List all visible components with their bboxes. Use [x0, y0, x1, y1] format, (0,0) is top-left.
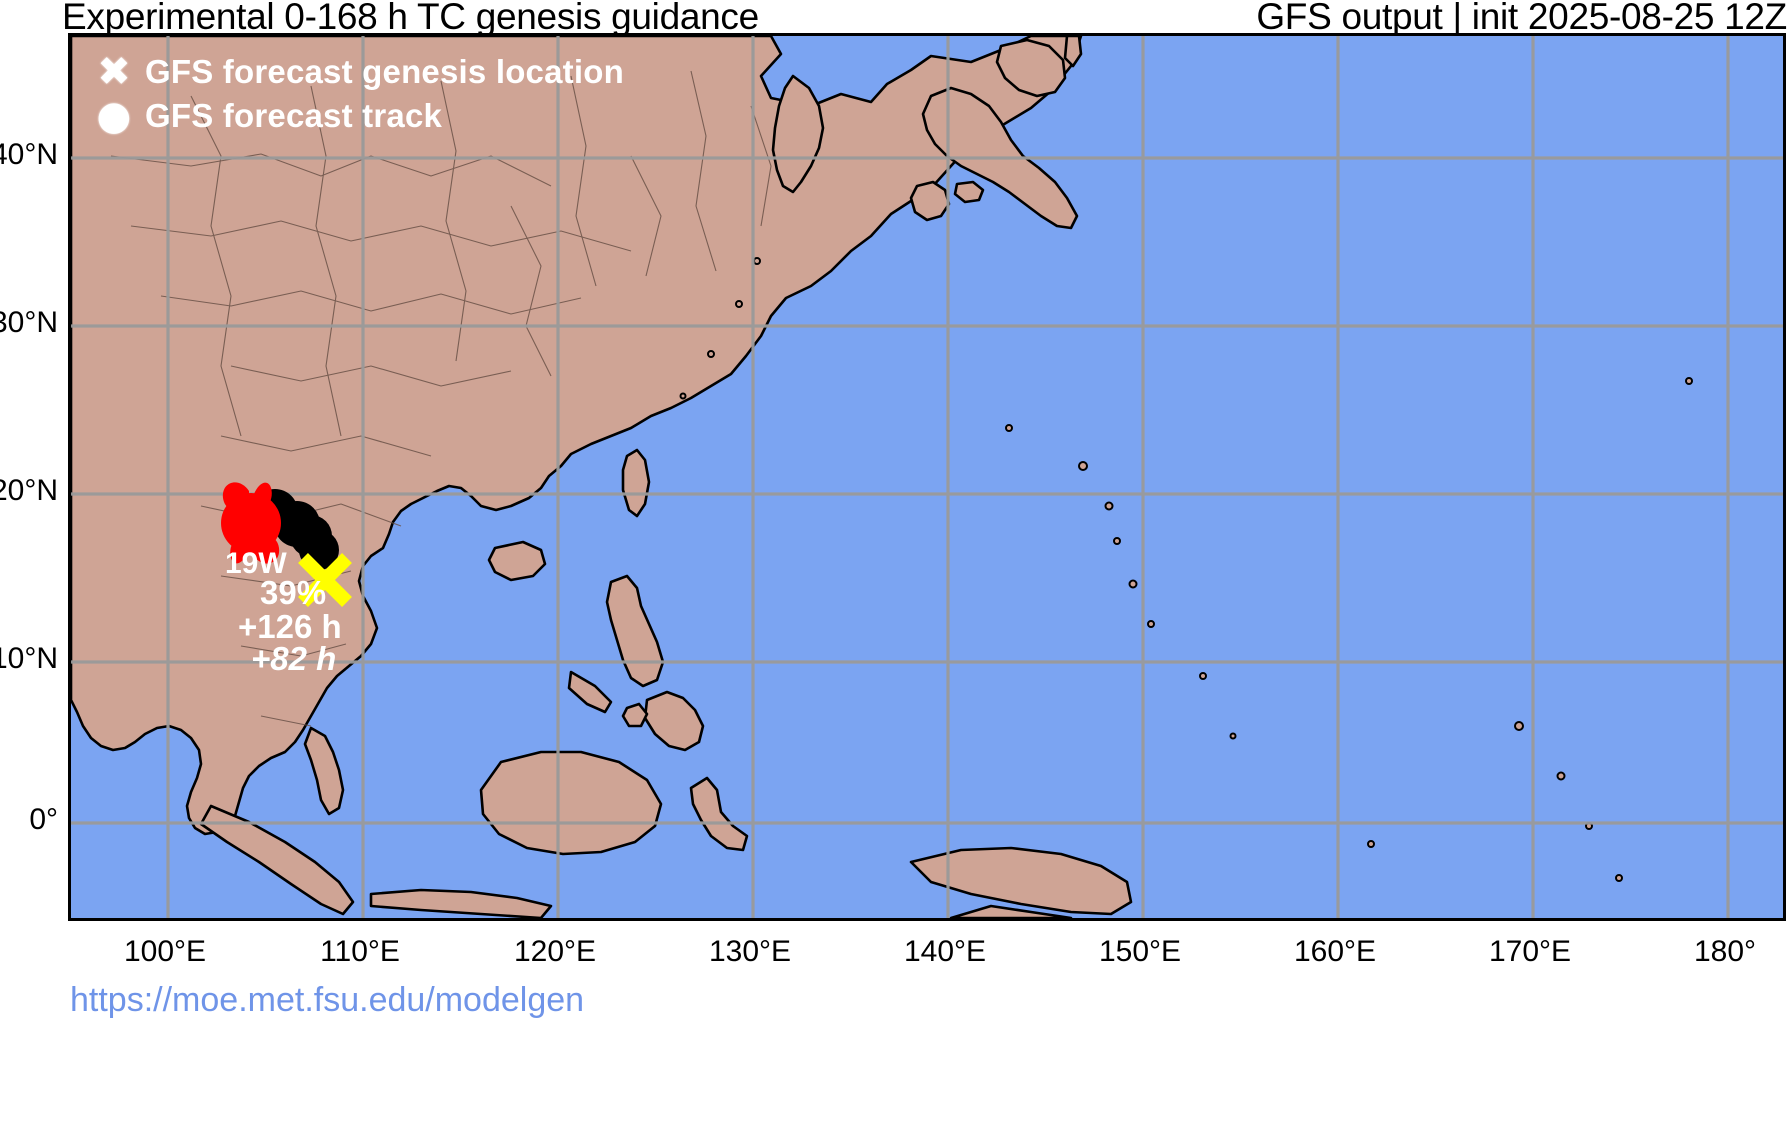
y-axis: 40°N 30°N 20°N 10°N 0°: [0, 33, 66, 921]
island-speck: [1005, 424, 1013, 432]
x-tick-180: 180°: [1693, 935, 1757, 968]
island-speck: [1147, 620, 1155, 628]
y-tick-20n: 20°N: [0, 474, 58, 507]
island-speck: [1367, 840, 1375, 848]
island-speck: [735, 300, 743, 308]
land-japan-kyushu: [909, 180, 951, 222]
land-sakhalin: [1063, 36, 1083, 68]
x-tick-140e: 140°E: [903, 935, 987, 968]
island-speck: [1229, 732, 1237, 740]
y-tick-0: 0°: [29, 803, 58, 836]
x-tick-150e: 150°E: [1098, 935, 1182, 968]
legend-item-track: ● GFS forecast track: [91, 94, 624, 138]
tc-symbol-19w: [221, 482, 281, 564]
track-hour-label: +82 h: [251, 640, 337, 677]
land-java: [369, 888, 553, 918]
land-mindanao: [643, 690, 705, 752]
x-tick-130e: 130°E: [708, 935, 792, 968]
land-korea: [771, 74, 825, 194]
island-speck: [1104, 501, 1114, 511]
x-tick-160e: 160°E: [1293, 935, 1377, 968]
model-init-label: GFS output | init 2025-08-25 12Z: [1256, 0, 1787, 37]
map-gridlines: [71, 36, 1783, 918]
land-sulawesi: [689, 776, 749, 852]
genesis-hour-label: +126 h: [238, 608, 342, 645]
genesis-x-marker: [298, 553, 352, 607]
land-palawan-n: [621, 702, 649, 728]
map-canvas[interactable]: ✖ GFS forecast genesis location ● GFS fo…: [68, 33, 1786, 921]
header: Experimental 0-168 h TC genesis guidance…: [0, 0, 1789, 37]
land-malay-peninsula: [303, 726, 345, 816]
island-speck: [1556, 771, 1566, 781]
legend-item-genesis: ✖ GFS forecast genesis location: [91, 50, 624, 94]
dot-marker-icon: ●: [96, 93, 132, 139]
land-japan-hokkaido: [995, 38, 1067, 98]
land-taiwan: [621, 448, 651, 518]
legend-label-track: GFS forecast track: [145, 97, 443, 134]
island-speck: [1128, 579, 1138, 589]
x-axis: 100°E 110°E 120°E 130°E 140°E 150°E 160°…: [68, 921, 1786, 971]
x-tick-170e: 170°E: [1488, 935, 1572, 968]
x-tick-120e: 120°E: [513, 935, 597, 968]
island-speck: [1078, 461, 1088, 471]
island-speck: [1514, 721, 1524, 731]
map-legend: ✖ GFS forecast genesis location ● GFS fo…: [91, 50, 624, 138]
y-tick-40n: 40°N: [0, 138, 58, 171]
land-borneo: [479, 750, 663, 856]
page-title: Experimental 0-168 h TC genesis guidance: [62, 0, 759, 37]
island-speck: [1615, 874, 1623, 882]
x-marker-icon: ✖: [97, 49, 131, 95]
land-australia-edge: [949, 904, 1073, 918]
source-url-link[interactable]: https://moe.met.fsu.edu/modelgen: [70, 981, 585, 1019]
island-speck: [1199, 672, 1207, 680]
island-speck: [1113, 537, 1121, 545]
land-hainan: [487, 540, 547, 582]
island-speck: [707, 350, 715, 358]
legend-label-genesis: GFS forecast genesis location: [145, 53, 624, 90]
land-luzon: [605, 574, 665, 688]
land-new-guinea: [909, 846, 1133, 916]
island-speck: [753, 257, 761, 265]
island-speck: [1685, 377, 1693, 385]
probability-label: 39%: [260, 574, 327, 611]
storm-id-label: 19W: [225, 547, 287, 580]
x-tick-110e: 110°E: [320, 935, 400, 968]
land-sumatra: [199, 804, 355, 916]
y-tick-10n: 10°N: [0, 642, 58, 675]
land-palawan: [567, 670, 613, 714]
y-tick-30n: 30°N: [0, 306, 58, 339]
map-graphic: [71, 36, 1783, 918]
land-japan-shikoku: [953, 180, 985, 204]
x-tick-100e: 100°E: [123, 935, 207, 968]
island-speck: [679, 392, 687, 400]
